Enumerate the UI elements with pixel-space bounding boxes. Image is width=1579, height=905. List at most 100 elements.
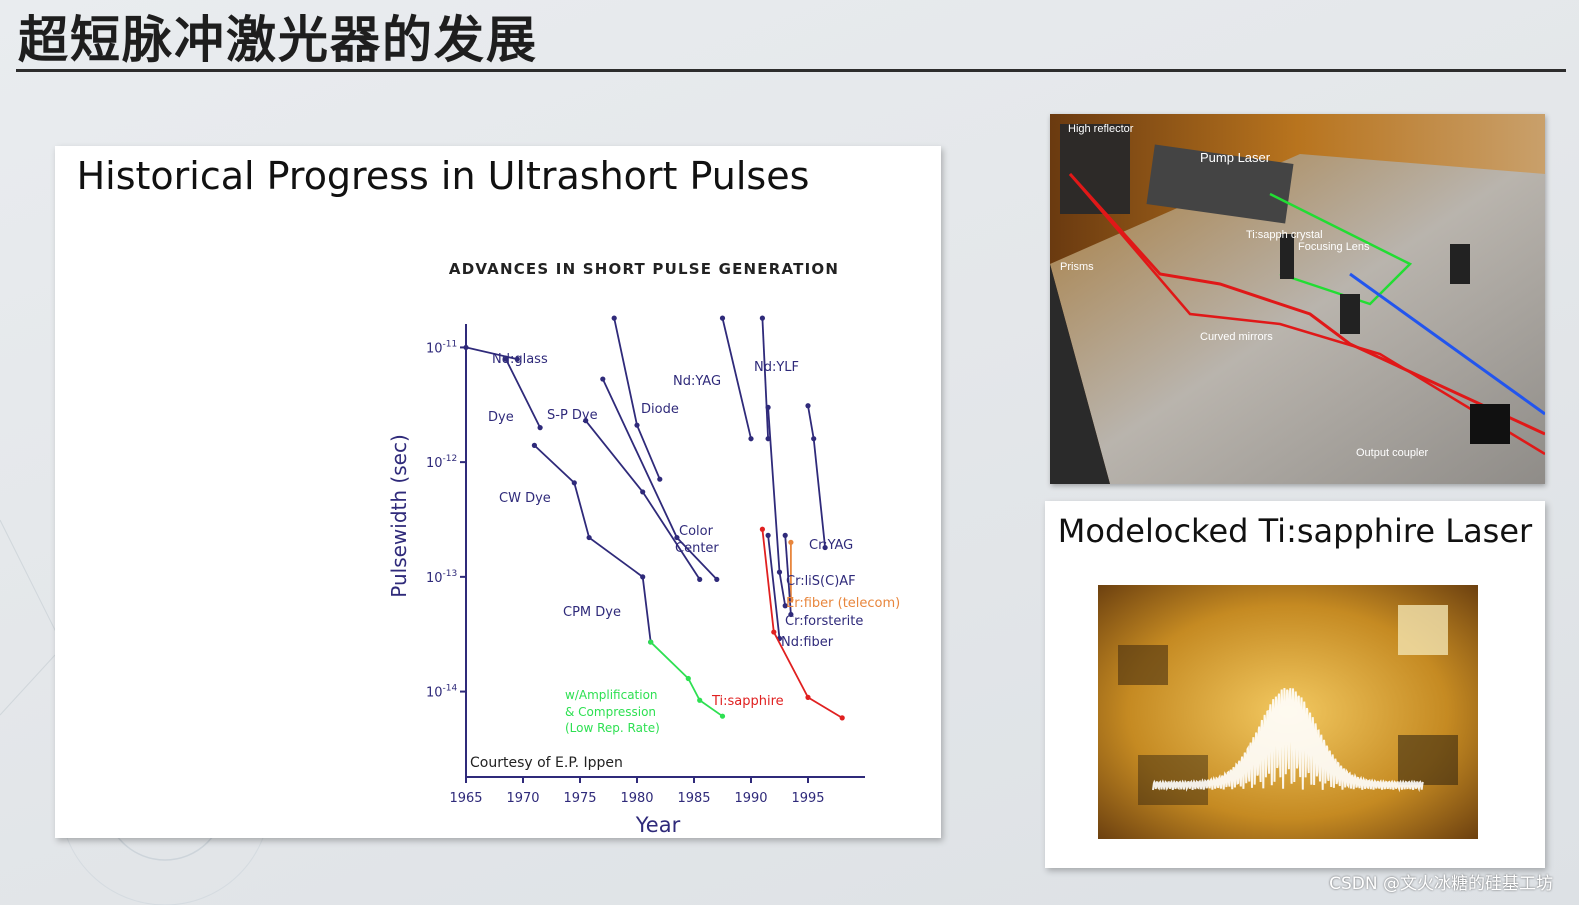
data-point-ti-sapphire — [759, 526, 766, 532]
x-tick-label: 1995 — [791, 791, 824, 806]
series-label-cr-lisaf: Cr:liS(C)AF — [786, 574, 856, 589]
chart-panel-title: Historical Progress in Ultrashort Pulses — [76, 154, 810, 198]
data-point-s-p-dye — [583, 418, 589, 424]
data-point-w-amplification-compression-low-rep-rate — [697, 697, 703, 703]
modelocked-laser-photo — [1098, 585, 1478, 839]
x-tick-label: 1970 — [506, 791, 539, 806]
series-line-ti-sapphire — [761, 529, 843, 719]
series-label-nd-yag: Nd:YAG — [673, 374, 721, 389]
x-tick-label: 1965 — [449, 791, 482, 806]
chart-panel — [55, 146, 941, 838]
series-line-w-amplification-compression-low-rep-rate — [650, 641, 724, 717]
chart-courtesy-note: Courtesy of E.P. Ippen — [470, 755, 623, 771]
watermark: CSDN @文火冰糖的硅基工坊 — [1329, 874, 1553, 894]
data-point-nd-yag — [748, 436, 754, 442]
series-line-diode — [613, 317, 661, 480]
laser-table-photo: High reflector Pump Laser Ti:sapph cryst… — [1050, 114, 1545, 484]
series-label-sp-dye: S-P Dye — [547, 408, 598, 423]
data-point-w-amplification-compression-low-rep-rate — [685, 675, 691, 682]
series-label-cr-forsterite: Cr:forsterite — [785, 614, 863, 629]
data-point-cr-lis-c-af — [782, 603, 788, 609]
series-label-nd-ylf: Nd:YLF — [754, 360, 799, 375]
series-line-nd-glass — [465, 346, 518, 361]
series-line-nd-yag — [721, 317, 752, 439]
series-label-nd-glass: Nd:glass — [492, 352, 548, 367]
series-label-color-center-1: Color — [679, 524, 714, 539]
x-tick-label: 1990 — [734, 791, 767, 806]
title-underline — [16, 69, 1566, 72]
data-point-er-fiber-telecom — [788, 539, 794, 545]
y-tick-label: 10-14 — [426, 684, 458, 701]
data-point-s-p-dye — [697, 576, 703, 583]
data-point-cr-lis-c-af — [765, 404, 771, 410]
series-label-amplification-3: (Low Rep. Rate) — [565, 721, 660, 735]
photo-label-pump-laser: Pump Laser — [1200, 150, 1271, 165]
data-point-cr-yag — [805, 403, 811, 409]
series-label-nd-fiber: Nd:fiber — [781, 635, 834, 650]
series-label-amplification-2: & Compression — [565, 705, 656, 719]
data-point-cr-yag — [811, 436, 817, 442]
data-point-diode — [634, 422, 640, 428]
x-tick-label: 1985 — [677, 791, 710, 806]
data-point-diode — [611, 315, 617, 321]
data-point-ti-sapphire — [839, 715, 845, 721]
series-label-er-fiber: Er:fiber (telecom) — [786, 596, 900, 611]
laser-table-illustration: High reflector Pump Laser Ti:sapph cryst… — [1050, 114, 1545, 484]
data-point-nd-ylf — [759, 315, 766, 321]
series-label-dye: Dye — [488, 410, 514, 425]
data-point-cw-dye — [640, 574, 646, 580]
data-point-ti-sapphire — [771, 629, 777, 635]
data-point-color-center — [600, 376, 606, 382]
x-ticks: 1965 1970 1975 1980 1985 1990 1995 — [449, 777, 825, 806]
data-point-cw-dye — [586, 534, 592, 541]
series-label-diode: Diode — [641, 402, 679, 417]
series-labels: Nd:glass Dye CW Dye CPM Dye S-P Dye Diod… — [488, 352, 900, 735]
data-point-s-p-dye — [640, 489, 646, 495]
x-axis-label: Year — [635, 813, 681, 837]
data-point-cw-dye — [571, 480, 577, 486]
series-label-amplification-1: w/Amplification — [565, 688, 658, 702]
data-point-cr-forsterite — [782, 532, 788, 538]
photo-label-output-coupler: Output coupler — [1356, 447, 1428, 459]
data-point-cw-dye — [531, 442, 537, 448]
ti-sapphire-panel-title: Modelocked Ti:sapphire Laser — [1057, 512, 1533, 550]
series-label-cpm-dye: CPM Dye — [563, 605, 621, 620]
series-line-nd-ylf — [761, 318, 769, 439]
series-label-cr-yag: Cr:YAG — [809, 538, 853, 553]
data-point-ti-sapphire — [805, 694, 811, 700]
data-point-w-amplification-compression-low-rep-rate — [648, 639, 654, 645]
y-tick-label: 10-13 — [426, 569, 457, 586]
series-label-cw-dye: CW Dye — [499, 491, 551, 506]
series-label-ti-sapphire: Ti:sapphire — [711, 694, 784, 709]
series-line-cr-forsterite — [784, 535, 792, 615]
y-tick-label: 10-12 — [426, 454, 457, 471]
photo-label-high-reflector: High reflector — [1068, 123, 1134, 135]
data-point-cr-lis-c-af — [776, 569, 783, 575]
data-point-color-center — [674, 534, 680, 541]
photo-label-lens: Focusing Lens — [1298, 241, 1370, 253]
photo-label-crystal: Ti:sapph crystal — [1246, 229, 1323, 241]
y-axis-label: Pulsewidth (sec) — [387, 434, 411, 597]
slide-title: 超短脉冲激光器的发展 — [18, 11, 538, 69]
pulse-history-chart: ADVANCES IN SHORT PULSE GENERATION 10-11… — [387, 260, 900, 837]
data-point-dye — [537, 424, 543, 431]
data-point-cr-yag — [822, 544, 828, 551]
x-tick-label: 1980 — [620, 791, 653, 806]
data-point-color-center — [714, 576, 720, 583]
chart-title: ADVANCES IN SHORT PULSE GENERATION — [449, 260, 839, 278]
modelocked-laser-illustration — [1098, 585, 1478, 839]
data-point-nd-glass — [514, 356, 520, 362]
data-point-nd-yag — [719, 315, 726, 321]
data-point-nd-fiber — [765, 532, 771, 538]
chart-axes — [465, 324, 865, 778]
data-point-w-amplification-compression-low-rep-rate — [719, 713, 726, 719]
series-line-dye — [505, 358, 541, 429]
y-ticks: 10-11 10-12 10-13 10-14 — [426, 339, 466, 701]
data-point-cr-forsterite — [788, 611, 794, 618]
data-point-dye — [503, 356, 509, 362]
series-line-cr-yag — [807, 405, 826, 548]
data-point-diode — [657, 476, 663, 482]
series-line-cr-lis-c-af — [767, 407, 787, 606]
photo-label-curved-mirrors: Curved mirrors — [1200, 331, 1273, 343]
series-label-color-center-2: Center — [675, 541, 719, 556]
